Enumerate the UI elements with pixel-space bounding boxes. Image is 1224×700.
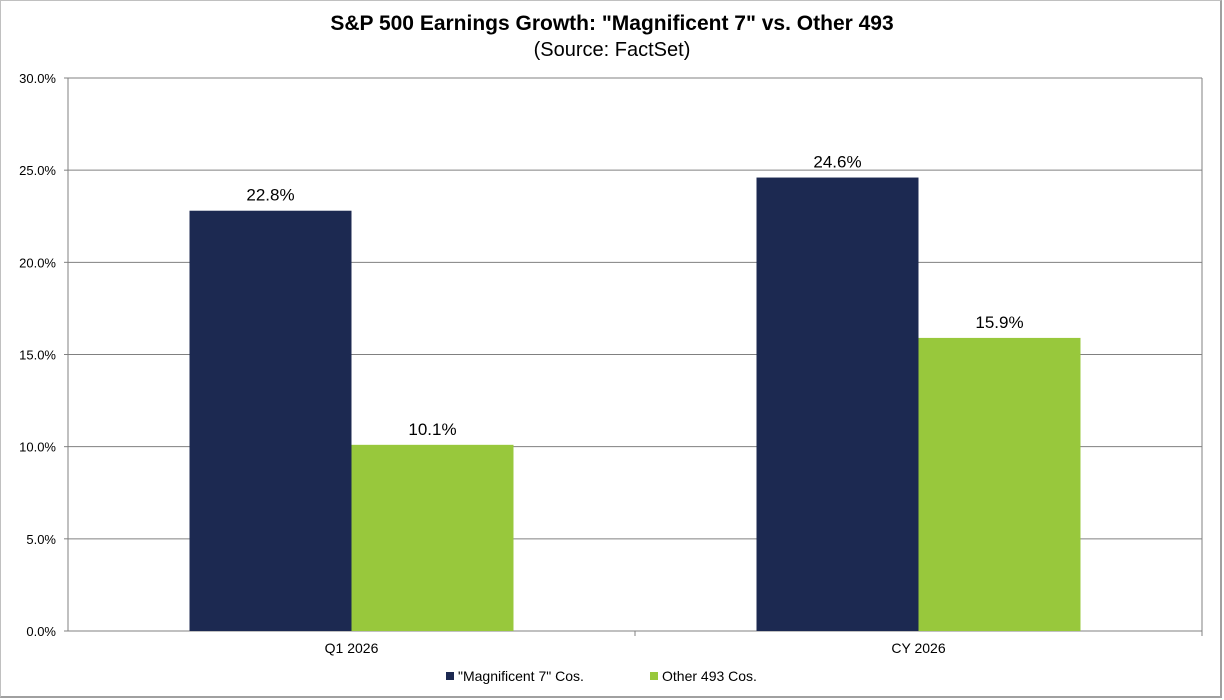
data-label: 15.9% xyxy=(975,313,1023,332)
data-labels: 22.8% 10.1% 24.6% 15.9% xyxy=(246,153,1023,439)
y-tick-label: 20.0% xyxy=(19,255,56,270)
bar xyxy=(756,177,919,632)
y-tick-label: 15.0% xyxy=(19,348,56,363)
legend-label: "Magnificent 7" Cos. xyxy=(458,668,584,684)
legend-swatch xyxy=(650,672,658,680)
legend-label: Other 493 Cos. xyxy=(662,668,757,684)
data-label: 22.8% xyxy=(246,186,294,205)
y-tick-label: 0.0% xyxy=(26,624,56,639)
x-tick-label: Q1 2026 xyxy=(325,640,379,656)
chart-title: S&P 500 Earnings Growth: "Magnificent 7"… xyxy=(330,12,893,35)
legend: "Magnificent 7" Cos. Other 493 Cos. xyxy=(446,668,757,684)
y-tick-label: 5.0% xyxy=(26,532,56,547)
data-label: 10.1% xyxy=(408,420,456,439)
chart-subtitle: (Source: FactSet) xyxy=(534,39,691,61)
y-tick-label: 30.0% xyxy=(19,71,56,86)
x-tick-label: CY 2026 xyxy=(891,640,945,656)
legend-swatch xyxy=(446,672,454,680)
data-label: 24.6% xyxy=(813,153,861,172)
bar xyxy=(351,444,514,631)
bar xyxy=(918,337,1081,631)
bars xyxy=(189,177,1081,632)
y-tick-label: 25.0% xyxy=(19,163,56,178)
x-axis: Q1 2026 CY 2026 xyxy=(325,631,1203,656)
bar xyxy=(189,210,352,631)
y-tick-label: 10.0% xyxy=(19,440,56,455)
